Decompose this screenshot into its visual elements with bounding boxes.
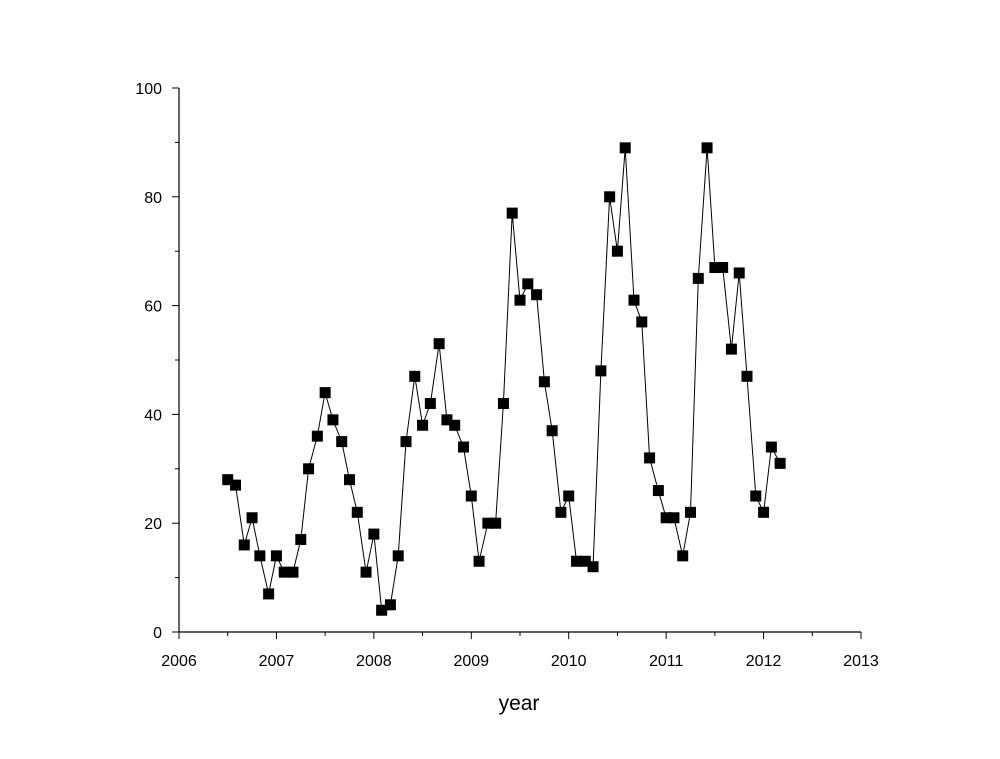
data-point [531, 289, 543, 301]
data-point [717, 262, 729, 274]
data-point [270, 550, 282, 562]
data-point [392, 550, 404, 562]
x-axis-title: year [499, 692, 540, 715]
data-point [449, 419, 461, 431]
data-point [424, 398, 436, 410]
data-point [327, 414, 339, 426]
data-point [311, 430, 323, 442]
data-point [628, 294, 640, 306]
data-point [384, 599, 396, 611]
x-tick-label: 2010 [551, 653, 587, 670]
data-point [319, 387, 331, 399]
data-point [571, 555, 583, 567]
data-point [409, 370, 421, 382]
x-tick-label: 2007 [259, 653, 295, 670]
data-point [595, 365, 607, 377]
x-tick-label: 2012 [746, 653, 782, 670]
data-point [497, 398, 509, 410]
data-point [692, 272, 704, 284]
data-point [417, 419, 429, 431]
y-tick-label: 20 [144, 516, 162, 533]
series-line [227, 147, 781, 612]
data-point [555, 506, 567, 518]
data-point [774, 457, 786, 469]
x-tick-label: 2008 [356, 653, 392, 670]
x-tick-label: 2011 [649, 653, 684, 670]
data-point [238, 539, 250, 551]
data-point [660, 512, 672, 524]
y-axis-ticks: 0 20 40 60 80 100 [135, 81, 179, 642]
data-point [750, 490, 762, 502]
data-point [677, 550, 689, 562]
data-point [490, 517, 502, 529]
data-point [246, 512, 258, 524]
y-tick-label: 100 [135, 81, 162, 98]
data-point [709, 262, 721, 274]
data-point [636, 316, 648, 328]
data-point [441, 414, 453, 426]
data-point [254, 550, 266, 562]
data-point [611, 245, 623, 257]
y-tick-label: 60 [144, 299, 162, 316]
data-point [457, 441, 469, 453]
data-point [287, 566, 299, 578]
data-point [741, 370, 753, 382]
data-point [587, 561, 599, 573]
data-point [465, 490, 477, 502]
data-point [604, 191, 616, 203]
data-point [514, 294, 526, 306]
data-point [482, 517, 494, 529]
data-point [400, 436, 412, 448]
data-point [563, 490, 575, 502]
data-point [263, 588, 275, 600]
data-point [278, 566, 290, 578]
data-point [546, 425, 558, 437]
data-point [303, 463, 315, 475]
data-point [668, 512, 680, 524]
data-point [376, 604, 388, 616]
y-tick-label: 80 [144, 190, 162, 207]
data-point [701, 142, 713, 154]
x-axis-ticks: 2006 2007 2008 2009 2010 2011 2012 2013 [161, 632, 879, 670]
data-point [336, 436, 348, 448]
data-point [685, 506, 696, 518]
data-point [222, 474, 234, 486]
data-point [652, 485, 664, 497]
data-point [433, 338, 445, 350]
data-point [579, 555, 591, 567]
x-tick-label: 2009 [453, 653, 489, 670]
y-tick-label: 40 [144, 407, 162, 424]
data-point [344, 474, 355, 486]
data-point [473, 555, 485, 567]
y-tick-label: 0 [153, 625, 162, 642]
x-tick-label: 2013 [843, 653, 879, 670]
x-tick-label: 2006 [161, 653, 197, 670]
data-point [758, 506, 770, 518]
data-points [222, 142, 786, 616]
data-point [619, 142, 631, 154]
data-point [644, 452, 656, 464]
data-point [538, 376, 550, 388]
data-point [230, 479, 242, 491]
data-point [295, 534, 307, 546]
data-point [368, 528, 380, 540]
data-point [733, 267, 745, 279]
data-point [351, 506, 363, 518]
data-point [765, 441, 777, 453]
data-point [360, 566, 372, 578]
data-point [506, 207, 518, 219]
data-point [522, 278, 534, 290]
data-point [725, 343, 737, 355]
